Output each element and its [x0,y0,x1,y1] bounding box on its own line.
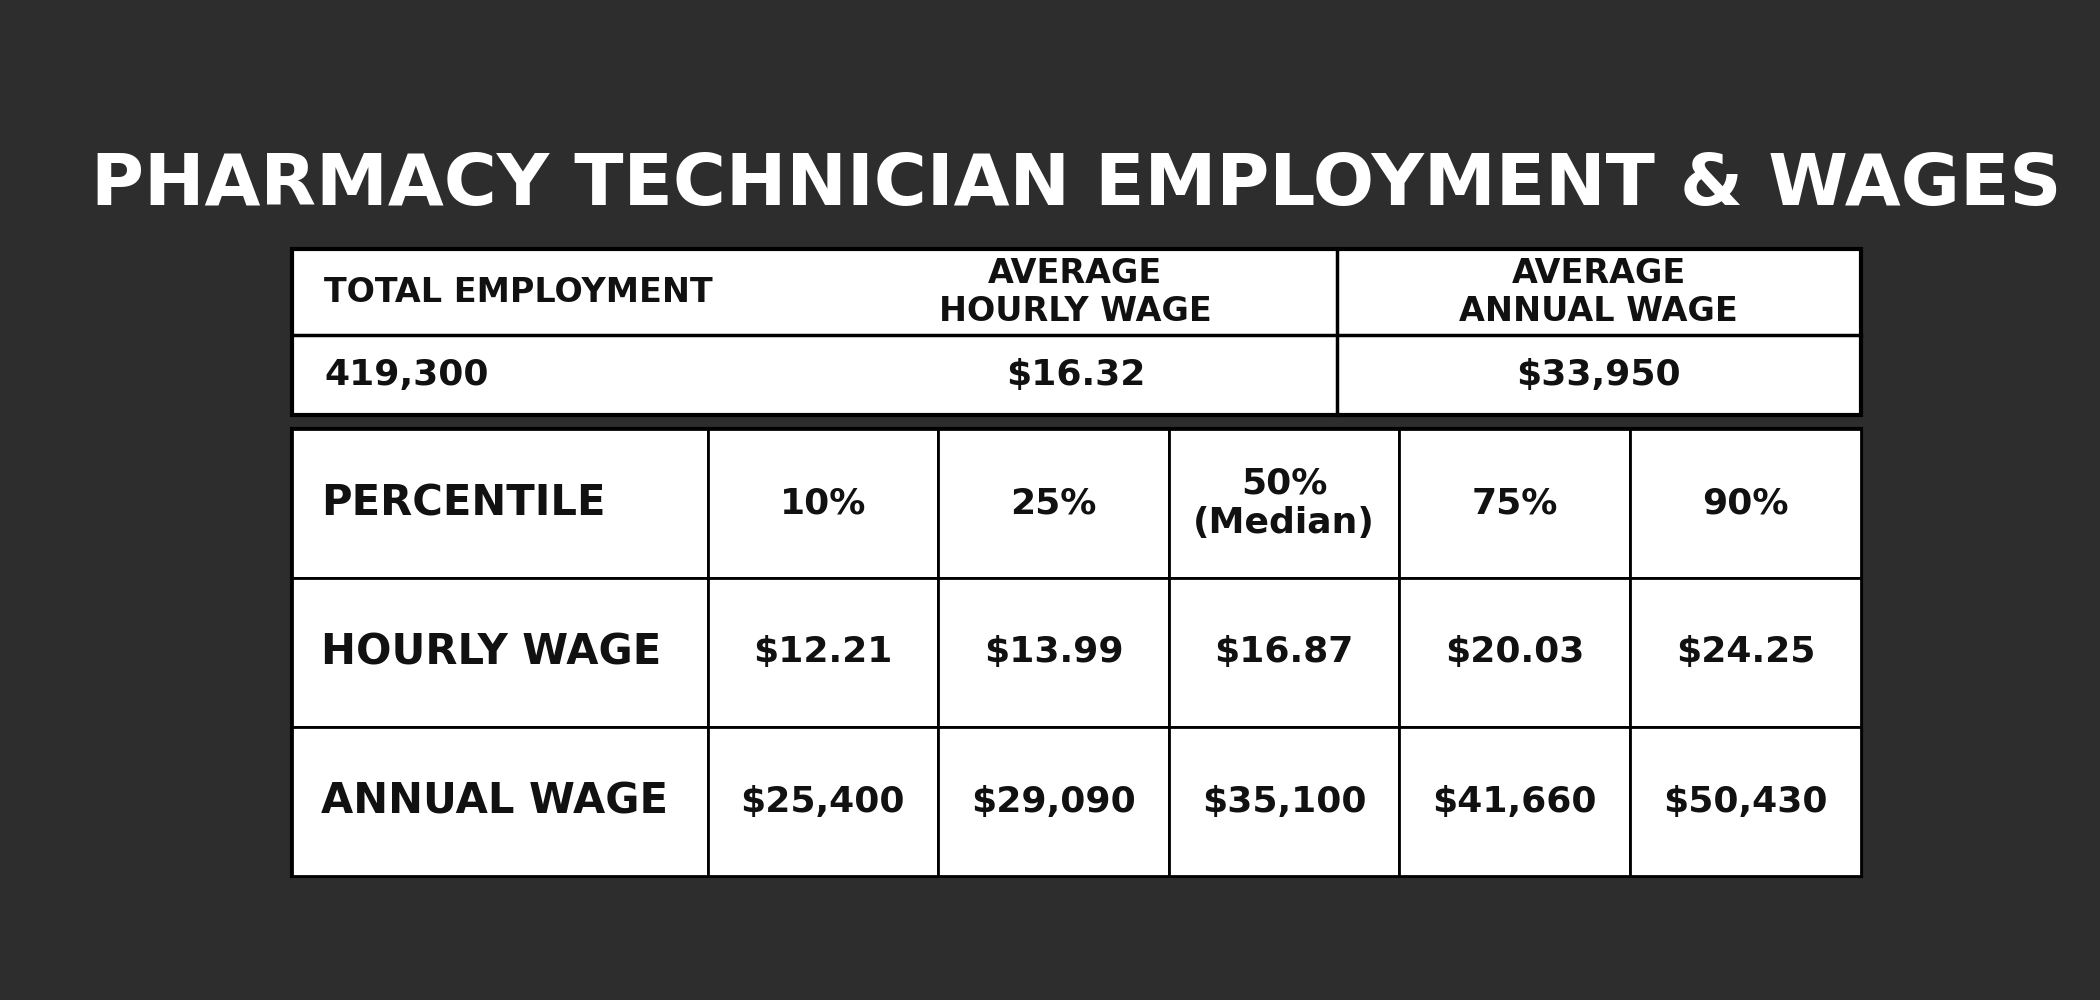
Text: 90%: 90% [1703,486,1789,520]
Bar [939,578,1170,727]
Text: $24.25: $24.25 [1676,635,1814,669]
Bar [292,429,708,578]
Text: AVERAGE
HOURLY WAGE: AVERAGE HOURLY WAGE [939,257,1212,328]
Text: 10%: 10% [779,486,865,520]
Text: $20.03: $20.03 [1445,635,1583,669]
Text: $29,090: $29,090 [970,785,1136,819]
Bar [708,578,939,727]
Bar [292,249,1861,415]
Bar [292,429,1861,876]
Bar [1399,429,1630,578]
Text: $12.21: $12.21 [754,635,892,669]
Text: $25,400: $25,400 [741,785,905,819]
Text: $13.99: $13.99 [983,635,1124,669]
Bar [708,727,939,876]
Text: TOTAL EMPLOYMENT: TOTAL EMPLOYMENT [323,276,714,309]
Text: 50%
(Median): 50% (Median) [1193,467,1376,540]
Text: $50,430: $50,430 [1663,785,1827,819]
Bar [939,429,1170,578]
Text: $35,100: $35,100 [1201,785,1367,819]
Bar [1630,429,1861,578]
Text: $33,950: $33,950 [1516,358,1680,392]
Text: $16.32: $16.32 [1006,358,1144,392]
Text: ANNUAL WAGE: ANNUAL WAGE [321,781,668,823]
Text: 419,300: 419,300 [323,358,489,392]
Bar [1399,578,1630,727]
Text: 25%: 25% [1010,486,1096,520]
Bar [1399,727,1630,876]
Bar [1170,578,1399,727]
Text: $16.87: $16.87 [1214,635,1354,669]
Bar [292,578,708,727]
Bar [1630,578,1861,727]
Bar [1630,727,1861,876]
Bar [292,727,708,876]
Bar [1170,727,1399,876]
Bar [708,429,939,578]
Bar [939,727,1170,876]
Text: HOURLY WAGE: HOURLY WAGE [321,631,662,673]
Text: 75%: 75% [1472,486,1558,520]
Text: $41,660: $41,660 [1432,785,1596,819]
Text: PERCENTILE: PERCENTILE [321,482,605,524]
Bar [1170,429,1399,578]
Text: PHARMACY TECHNICIAN EMPLOYMENT & WAGES: PHARMACY TECHNICIAN EMPLOYMENT & WAGES [90,151,2062,220]
Text: AVERAGE
ANNUAL WAGE: AVERAGE ANNUAL WAGE [1460,257,1739,328]
